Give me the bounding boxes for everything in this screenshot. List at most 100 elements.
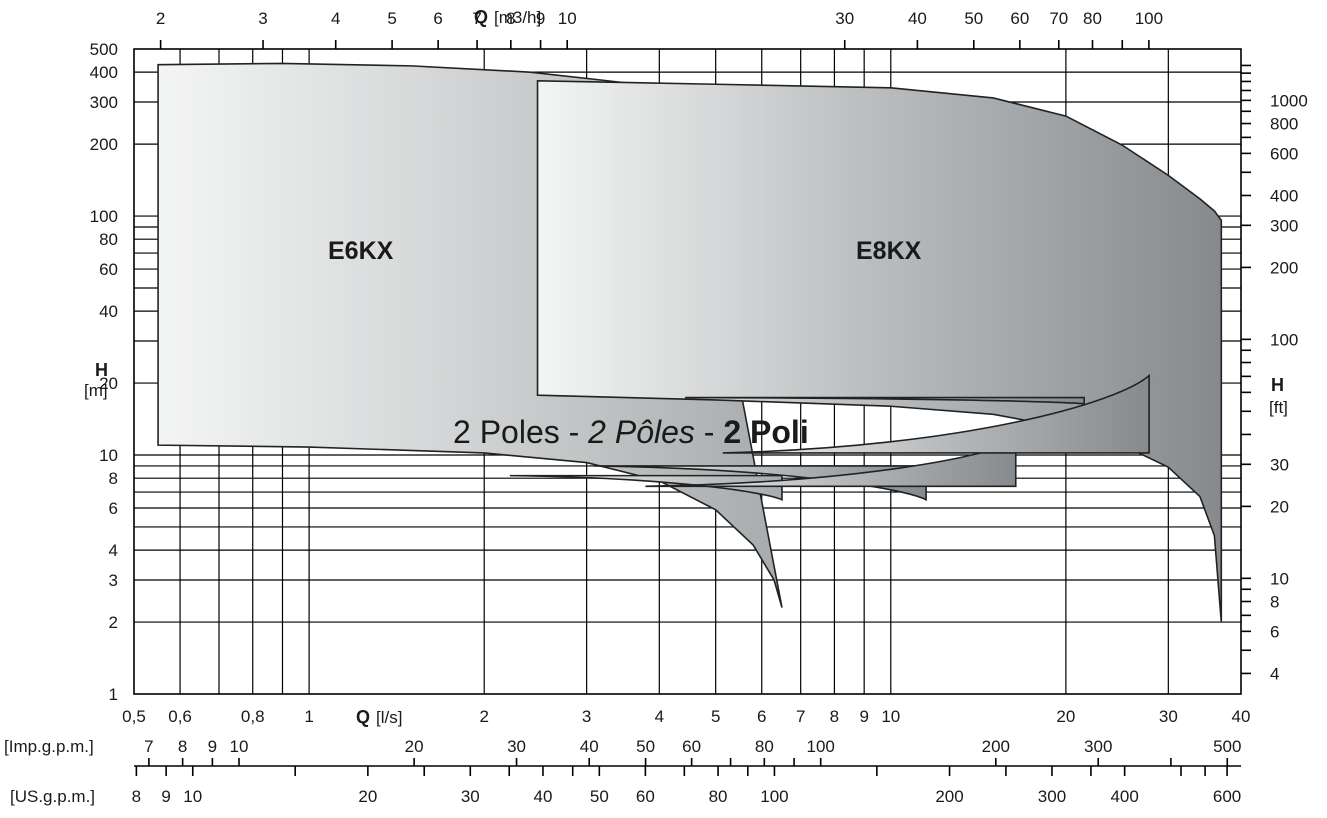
left-axis-tick-label: 20 — [99, 374, 118, 393]
top-axis-tick-label: 4 — [331, 9, 340, 28]
imp-axis-tick-label: 30 — [507, 737, 526, 756]
us-axis-tick-label: 400 — [1110, 787, 1138, 806]
bottom-axis-tick-label: 7 — [796, 707, 805, 726]
us-axis-tick-label: 200 — [935, 787, 963, 806]
axis-ticks — [134, 40, 1251, 776]
us-axis-tick-label: 600 — [1213, 787, 1241, 806]
top-axis-tick-label: 50 — [964, 9, 983, 28]
us-axis-tick-label: 8 — [132, 787, 141, 806]
right-axis-tick-label: 1000 — [1270, 91, 1308, 110]
performance-region-e8kx — [536, 79, 1223, 623]
top-axis-tick-label: 60 — [1010, 9, 1029, 28]
bottom-axis-tick-label: 8 — [830, 707, 839, 726]
us-axis-tick-label: 50 — [590, 787, 609, 806]
bottom-axis-q-symbol: Q — [356, 707, 370, 727]
bottom-axis-tick-label: 0,6 — [168, 707, 192, 726]
imp-axis-tick-label: 8 — [178, 737, 187, 756]
poles-english: 2 Poles - — [453, 414, 588, 450]
us-axis-tick-label: 300 — [1038, 787, 1066, 806]
left-axis-tick-label: 2 — [109, 613, 118, 632]
imp-axis-tick-label: 7 — [144, 737, 153, 756]
imp-axis-tick-label: 80 — [755, 737, 774, 756]
bottom-axis-tick-label: 0,8 — [241, 707, 265, 726]
curve-tooth-e8kx — [722, 373, 1150, 454]
imp-axis-tick-label: 200 — [982, 737, 1010, 756]
imp-axis-tick-label: 100 — [807, 737, 835, 756]
poles-annotation: 2 Poles - 2 Pôles - 2 Poli — [453, 414, 809, 450]
us-gpm-axis-label: [US.g.p.m.] — [10, 787, 95, 806]
left-axis-tick-label: 300 — [90, 93, 118, 112]
top-axis-q-symbol: Q — [474, 7, 488, 27]
top-axis-tick-label: 5 — [387, 9, 396, 28]
bottom-axis-tick-label: 20 — [1056, 707, 1075, 726]
left-axis-tick-label: 500 — [90, 40, 118, 59]
bottom-axis-tick-label: 3 — [582, 707, 591, 726]
right-axis-tick-label: 4 — [1270, 664, 1279, 683]
right-axis-tick-label: 20 — [1270, 497, 1289, 516]
right-axis-tick-label: 200 — [1270, 258, 1298, 277]
bottom-axis-tick-label: 6 — [757, 707, 766, 726]
right-axis-tick-label: 600 — [1270, 144, 1298, 163]
bottom-axis-tick-label: 30 — [1159, 707, 1178, 726]
poles-french: 2 Pôles — [587, 414, 695, 450]
us-axis-tick-label: 80 — [709, 787, 728, 806]
bottom-axis-tick-label: 5 — [711, 707, 720, 726]
left-axis-h-symbol: H — [95, 360, 108, 380]
top-axis-tick-label: 80 — [1083, 9, 1102, 28]
bottom-axis-unit: [l/s] — [376, 708, 402, 727]
top-axis-tick-label: 10 — [558, 9, 577, 28]
right-axis-h-symbol: H — [1271, 375, 1284, 395]
bottom-axis-tick-label: 4 — [655, 707, 664, 726]
top-axis-tick-label: 40 — [908, 9, 927, 28]
poles-separator: - — [695, 414, 723, 450]
series-label-e8kx: E8KX — [856, 237, 922, 265]
right-axis-unit: [ft] — [1269, 398, 1288, 417]
left-axis-unit: [m] — [84, 381, 108, 400]
us-axis-tick-label: 9 — [161, 787, 170, 806]
right-axis-tick-label: 30 — [1270, 455, 1289, 474]
left-axis-tick-label: 80 — [99, 230, 118, 249]
right-axis-tick-label: 8 — [1270, 592, 1279, 611]
imp-gpm-axis-label: [Imp.g.p.m.] — [4, 737, 94, 756]
left-axis-tick-label: 100 — [90, 207, 118, 226]
us-axis-tick-label: 60 — [636, 787, 655, 806]
left-axis-tick-label: 60 — [99, 260, 118, 279]
top-axis-tick-label: 7 — [472, 9, 481, 28]
left-axis-tick-label: 1 — [109, 685, 118, 704]
imp-axis-tick-label: 20 — [405, 737, 424, 756]
right-axis-tick-label: 400 — [1270, 186, 1298, 205]
right-axis-tick-label: 300 — [1270, 216, 1298, 235]
imp-axis-tick-label: 500 — [1213, 737, 1241, 756]
top-axis-tick-label: 9 — [536, 9, 545, 28]
top-axis-tick-label: 30 — [835, 9, 854, 28]
top-axis-tick-label: 70 — [1049, 9, 1068, 28]
left-axis-tick-label: 4 — [109, 541, 118, 560]
bottom-axis-tick-label: 40 — [1232, 707, 1251, 726]
bottom-axis-tick-label: 10 — [881, 707, 900, 726]
left-axis-tick-label: 400 — [90, 63, 118, 82]
left-axis-tick-label: 6 — [109, 499, 118, 518]
top-axis-tick-label: 8 — [506, 9, 515, 28]
top-axis-unit: [m3/h] — [494, 8, 541, 27]
bottom-axis-tick-label: 9 — [859, 707, 868, 726]
right-axis-tick-label: 800 — [1270, 115, 1298, 134]
us-axis-tick-label: 100 — [760, 787, 788, 806]
axis-tick-labels: 2 3 4 5 6 7 8 9 10 30 40 50 60 70 80 1000,5 0,6 0,8 1 2 3 4 5 6… — [90, 9, 1308, 806]
poles-italian: 2 Poli — [723, 414, 808, 450]
right-axis-tick-label: 10 — [1270, 569, 1289, 588]
imp-axis-tick-label: 9 — [208, 737, 217, 756]
imp-axis-tick-label: 40 — [580, 737, 599, 756]
top-axis-tick-label: 6 — [433, 9, 442, 28]
bottom-axis-tick-label: 0,5 — [122, 707, 146, 726]
us-axis-tick-label: 10 — [183, 787, 202, 806]
left-axis-tick-label: 10 — [99, 446, 118, 465]
right-axis-tick-label: 6 — [1270, 622, 1279, 641]
left-axis-tick-label: 200 — [90, 135, 118, 154]
series-label-e6kx: E6KX — [328, 237, 394, 265]
us-axis-tick-label: 30 — [461, 787, 480, 806]
imp-axis-tick-label: 10 — [230, 737, 249, 756]
bottom-axis-tick-label: 2 — [479, 707, 488, 726]
top-axis-tick-label: 100 — [1135, 9, 1163, 28]
top-axis-tick-label: 2 — [156, 9, 165, 28]
